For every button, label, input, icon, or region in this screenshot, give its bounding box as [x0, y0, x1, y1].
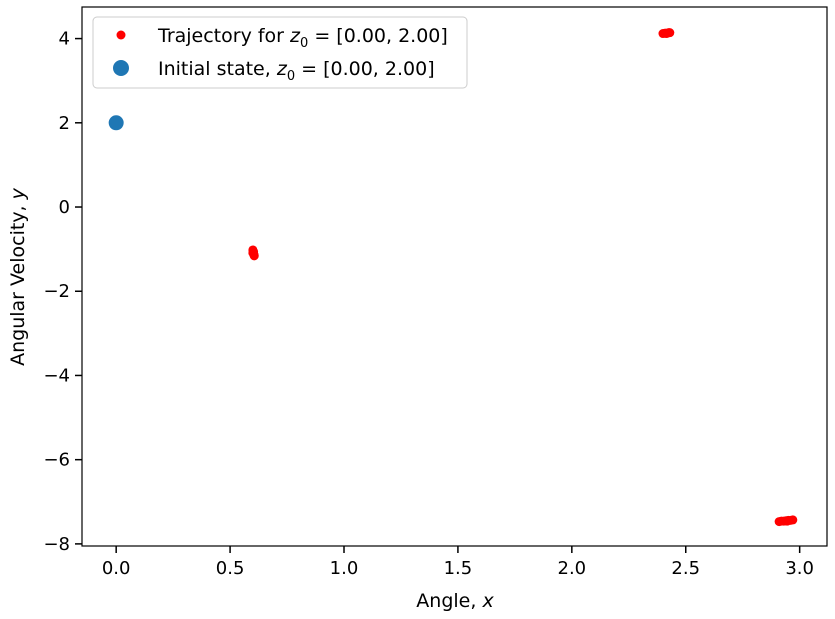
x-tick-label: 0.5: [216, 558, 245, 579]
y-tick-label: −2: [43, 281, 70, 302]
trajectory-point: [664, 28, 674, 38]
legend-marker-trajectory: [116, 30, 126, 40]
trajectory-point: [248, 248, 258, 258]
x-tick-label: 2.0: [558, 558, 587, 579]
y-tick-label: −4: [43, 365, 70, 386]
y-tick-label: 0: [59, 197, 70, 218]
y-tick-label: −6: [43, 450, 70, 471]
x-tick-label: 2.5: [671, 558, 700, 579]
data-points: [108, 28, 798, 527]
legend-box: [92, 16, 468, 89]
legend-label-initial: Initial state, z0 = [0.00, 2.00]: [158, 58, 435, 84]
x-tick-label: 0.0: [102, 558, 131, 579]
plot-area: [81, 6, 828, 547]
y-tick-label: 2: [59, 113, 70, 134]
x-axis-label: Angle, x: [416, 590, 494, 612]
legend-label-trajectory: Trajectory for z0 = [0.00, 2.00]: [157, 25, 448, 51]
x-tick-label: 1.5: [444, 558, 473, 579]
x-tick-label: 1.0: [330, 558, 359, 579]
x-axis-ticks: 0.0 0.5 1.0 1.5 2.0 2.5 3.0: [102, 546, 814, 579]
initial-state-point: [108, 115, 124, 131]
y-axis-label: Angular Velocity, y: [7, 187, 29, 366]
x-tick-label: 3.0: [785, 558, 814, 579]
legend: Trajectory for z0 = [0.00, 2.00] Initial…: [92, 16, 468, 89]
y-tick-label: 4: [59, 29, 70, 50]
legend-marker-initial: [113, 60, 129, 76]
y-tick-label: −8: [43, 534, 70, 555]
trajectory-point: [782, 516, 792, 526]
y-axis-ticks: 4 2 0 −2 −4 −6 −8: [43, 29, 82, 555]
